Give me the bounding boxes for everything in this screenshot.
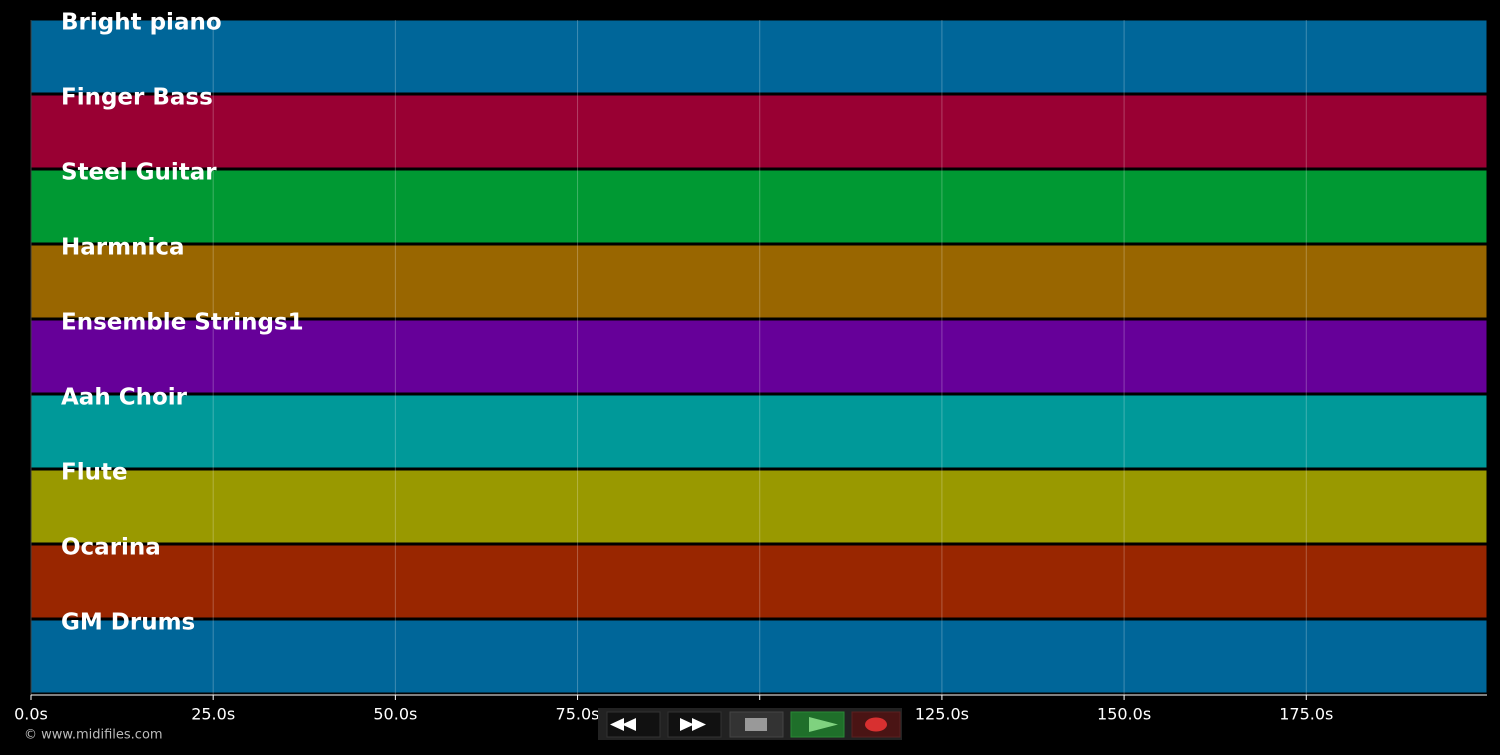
tick-label: 175.0s (1279, 705, 1333, 724)
track-lane (30, 19, 1488, 94)
tick-label: 50.0s (373, 705, 417, 724)
track-name: Ensemble Strings1 (61, 310, 304, 336)
track-name: Aah Choir (61, 385, 188, 411)
fast-forward-button[interactable] (667, 711, 722, 738)
track-lane (30, 94, 1488, 169)
track-name: Harmnica (61, 235, 185, 261)
track-lane (30, 394, 1488, 469)
tick-label: 0.0s (14, 705, 48, 724)
tick-label: 75.0s (556, 705, 600, 724)
copyright: © www.midifiles.com (24, 728, 163, 743)
track-name: Flute (61, 460, 128, 486)
tick-label: 150.0s (1097, 705, 1151, 724)
track-name: Steel Guitar (61, 160, 217, 186)
track-name: GM Drums (61, 610, 195, 636)
track-lane (30, 319, 1488, 394)
track-lane (30, 169, 1488, 244)
track-lane (30, 619, 1488, 694)
rewind-button[interactable] (606, 711, 661, 738)
transport-controls (598, 708, 902, 740)
tick-label: 25.0s (191, 705, 235, 724)
track-lane (30, 244, 1488, 319)
play-button[interactable] (790, 711, 845, 738)
tick-label: 125.0s (915, 705, 969, 724)
lanes: Bright piano Finger Bass Steel Guitar Harmn… (30, 10, 1488, 695)
track-name: Bright piano (61, 10, 222, 36)
record-button[interactable] (851, 711, 901, 738)
track-name: Finger Bass (61, 85, 213, 111)
track-lane (30, 469, 1488, 544)
time-axis: 0.0s25.0s50.0s75.0s100.0s125.0s150.0s175… (14, 694, 1487, 724)
track-name: Ocarina (61, 535, 161, 561)
track-lane (30, 544, 1488, 619)
stop-button[interactable] (729, 711, 784, 738)
